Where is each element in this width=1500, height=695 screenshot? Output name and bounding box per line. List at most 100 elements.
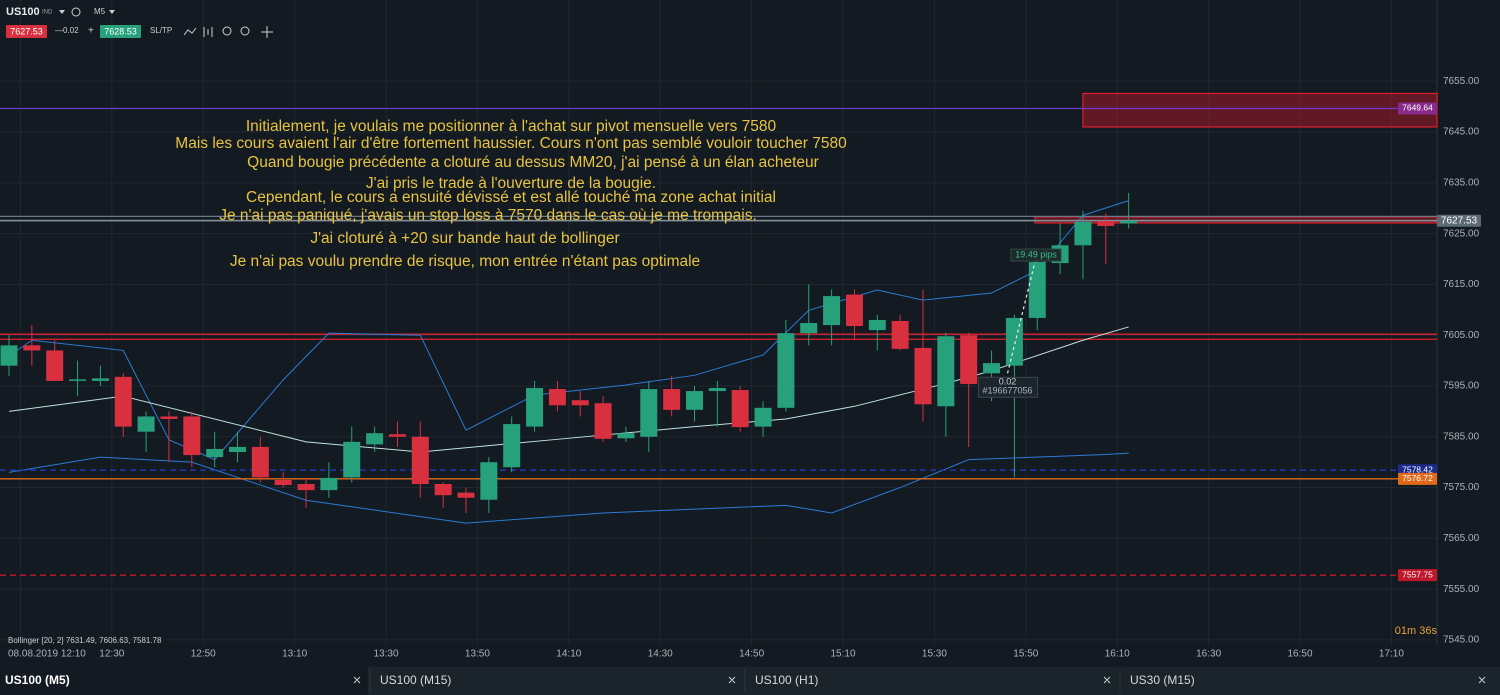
tab-label[interactable]: US30 (M15) xyxy=(1130,673,1195,687)
plot: 7655.00 7645.00 7635.00 7625.00 7615.00 7605.… xyxy=(0,0,1481,660)
x-tick-label: 13:50 xyxy=(465,649,490,660)
x-tick-label: 08.08.2019 12:10 xyxy=(8,649,86,660)
candle-body xyxy=(46,350,64,381)
level-label: 7578.42 xyxy=(1402,464,1433,474)
x-tick-label: 13:30 xyxy=(374,649,399,660)
timeframe[interactable]: M5 xyxy=(94,7,106,16)
x-tick-label: 14:50 xyxy=(739,649,764,660)
trade-volume: 0.02 xyxy=(999,377,1017,387)
indicators-icon[interactable] xyxy=(203,27,213,37)
level-label-bg xyxy=(1437,214,1481,227)
bollinger-lower xyxy=(8,452,1129,524)
annotation: Cependant, le cours a ensuité dévissé et… xyxy=(246,189,776,206)
info-icon[interactable] xyxy=(71,7,81,17)
candle-body xyxy=(960,335,978,384)
y-tick-label: 7655.00 xyxy=(1443,76,1480,87)
y-tick-label: 7635.00 xyxy=(1443,177,1480,188)
level-label: 7649.64 xyxy=(1402,103,1433,113)
candle-body xyxy=(229,446,246,453)
tab-label[interactable]: US100 (H1) xyxy=(755,673,818,687)
candle-body xyxy=(411,436,429,485)
annotation: Quand bougie précédente a cloturé au des… xyxy=(247,154,819,171)
minus[interactable]: — xyxy=(55,26,63,35)
y-tick-label: 7615.00 xyxy=(1443,279,1480,290)
level-label-bg xyxy=(1398,472,1437,485)
tab-label[interactable]: US100 (M15) xyxy=(380,673,451,687)
trade-box xyxy=(978,376,1039,398)
y-tick-label: 7605.00 xyxy=(1443,330,1480,341)
bollinger-upper xyxy=(8,200,1129,461)
candle-body xyxy=(891,320,909,349)
candle-body xyxy=(320,477,338,491)
candle-body xyxy=(69,379,87,381)
candle-body xyxy=(663,389,681,410)
x-tick-label: 15:10 xyxy=(831,649,856,660)
y-tick-label: 7575.00 xyxy=(1443,482,1480,493)
candle-body xyxy=(914,347,932,405)
candle-body xyxy=(800,323,818,334)
candle-body xyxy=(548,389,566,406)
buy-button[interactable] xyxy=(100,25,141,38)
candle-body xyxy=(754,407,772,427)
tab-label[interactable]: US100 (M5) xyxy=(5,673,70,687)
x-tick-label: 15:30 xyxy=(922,649,947,660)
y-tick-label: 7565.00 xyxy=(1443,533,1480,544)
level-label-bg xyxy=(1398,102,1437,115)
tab-close-icons[interactable] xyxy=(353,676,1486,684)
x-tick-label: 16:30 xyxy=(1196,649,1221,660)
candle-body xyxy=(206,448,224,458)
sltp[interactable]: SL/TP xyxy=(150,26,172,35)
candle-body xyxy=(297,484,315,491)
trade-line xyxy=(1006,261,1036,374)
plus[interactable]: + xyxy=(88,26,94,37)
x-tick-label: 12:30 xyxy=(99,649,124,660)
level-label-bg xyxy=(1398,569,1437,582)
ask[interactable]: 7628.53 xyxy=(104,26,137,36)
dropdown-arrow[interactable] xyxy=(109,10,115,14)
y-tick-label: 7645.00 xyxy=(1443,127,1480,138)
bid[interactable]: 7627.53 xyxy=(10,26,43,36)
zoom-in-icon[interactable] xyxy=(240,26,250,36)
lot[interactable]: 0.02 xyxy=(63,26,79,35)
candle-body xyxy=(91,378,109,381)
market: IND xyxy=(42,10,53,16)
y-tick-label: 7555.00 xyxy=(1443,584,1480,595)
zone xyxy=(1082,92,1438,128)
tab-active[interactable] xyxy=(0,667,368,695)
crosshair-icon[interactable] xyxy=(261,26,273,38)
candle-body xyxy=(937,336,955,407)
trade-ticket: #196677056 xyxy=(983,386,1033,396)
candle-body xyxy=(868,319,886,331)
level-label: 7557.75 xyxy=(1402,569,1433,579)
candle-body xyxy=(594,403,612,439)
candle-body xyxy=(274,479,292,486)
chart-type-icon[interactable] xyxy=(183,27,197,36)
candle-body xyxy=(114,376,132,427)
symbol[interactable]: US100 xyxy=(6,6,40,18)
candle-body xyxy=(251,446,269,478)
candle-body xyxy=(640,389,658,437)
sell-button[interactable] xyxy=(6,25,47,38)
dropdown-arrow[interactable] xyxy=(59,10,65,14)
annotation: Initialement, je voulais me positionner … xyxy=(246,118,777,135)
candle-body xyxy=(571,400,589,406)
candle-body xyxy=(480,462,498,500)
candle-body xyxy=(1097,220,1115,227)
x-tick-label: 17:10 xyxy=(1379,649,1404,660)
candle-body xyxy=(777,333,795,408)
x-tick-label: 15:50 xyxy=(1013,649,1038,660)
zoom-out-icon[interactable] xyxy=(222,26,232,36)
candle-body xyxy=(160,416,178,419)
pips-label: 19.49 pips xyxy=(1015,249,1057,259)
y-tick-label: 7585.00 xyxy=(1443,431,1480,442)
candle-body xyxy=(617,433,635,439)
x-tick-label: 13:10 xyxy=(282,649,307,660)
candle-body xyxy=(1074,221,1092,246)
annotation: Je n'ai pas voulu prendre de risque, mon… xyxy=(230,253,700,270)
annotation: Mais les cours avaient l'air d'être fort… xyxy=(175,135,847,152)
tab-bar: US100 (M5) US100 (M15) US100 (H1) US30 (… xyxy=(0,667,1500,695)
candle-body xyxy=(1120,220,1138,224)
candle-body xyxy=(23,345,41,351)
candle-body xyxy=(845,294,863,327)
candle-body xyxy=(183,416,201,456)
